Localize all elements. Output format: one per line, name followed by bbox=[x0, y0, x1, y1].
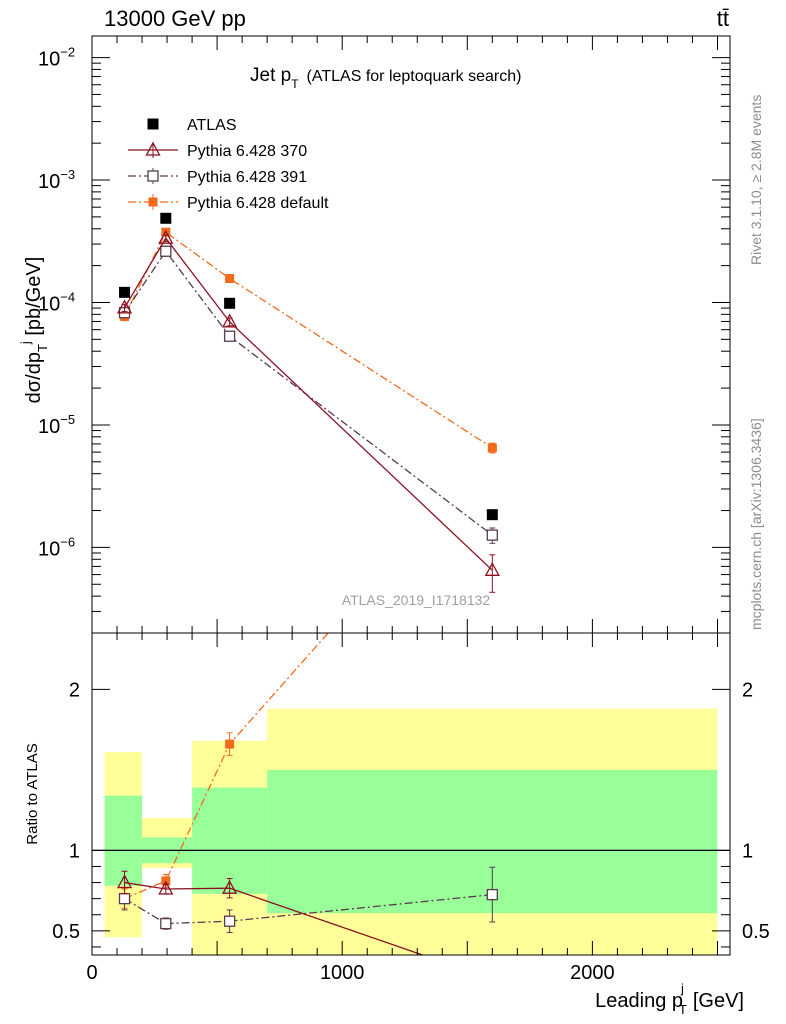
header-process: tt̄ bbox=[717, 6, 729, 31]
ratio-panel: 0.5 0.5 1 1 2 2 0 1000 2000 bbox=[52, 632, 770, 984]
main-panel: 10−2 10−3 10−4 10−5 10−6 Jet pT (ATLAS for le… bbox=[38, 35, 731, 634]
ratio-series-2-line bbox=[124, 633, 329, 900]
main-series-2-point bbox=[160, 245, 172, 257]
ratio-series-1-point bbox=[160, 917, 172, 930]
ratio-xtick-label: 2000 bbox=[570, 962, 615, 984]
main-ticks: 10−2 10−3 10−4 10−5 10−6 bbox=[38, 36, 730, 634]
main-ytick-label: 10−5 bbox=[38, 412, 75, 438]
ratio-xtick-label: 1000 bbox=[320, 962, 365, 984]
main-series-0-point bbox=[486, 509, 498, 521]
ratio-series-0-point bbox=[222, 879, 238, 894]
header-energy: 13000 GeV pp bbox=[104, 6, 246, 31]
legend-label: Pythia 6.428 391 bbox=[187, 169, 307, 186]
ratio-series-1-line bbox=[124, 893, 493, 925]
main-series-1-point bbox=[116, 299, 133, 314]
ratio-series-0-line bbox=[124, 881, 425, 955]
main-ytick-label: 10−2 bbox=[38, 45, 75, 71]
ratio-series-2-point bbox=[225, 739, 235, 749]
ratio-ytick-label-left: 2 bbox=[69, 679, 80, 701]
main-series-1-point bbox=[484, 561, 500, 576]
main-series-0-point bbox=[119, 286, 131, 298]
main-series-3-line bbox=[123, 231, 493, 449]
main-series bbox=[116, 212, 500, 593]
ratio-ytick-label-left: 1 bbox=[69, 840, 80, 862]
legend-marker bbox=[147, 170, 159, 182]
ratio-band-inner bbox=[192, 787, 268, 894]
ratio-bands bbox=[104, 708, 718, 955]
ratio-ytick-label-right: 1 bbox=[742, 840, 753, 862]
xlabel-main: Leading p bbox=[595, 990, 683, 1012]
main-ylabel: dσ/dpTj [pb/GeV] bbox=[18, 257, 50, 404]
legend: ATLAS Pythia 6.428 370 Pythia 6.428 391 Pyt… bbox=[128, 117, 329, 212]
mcplots-label: mcplots.cern.ch [arXiv:1306.3436] bbox=[748, 418, 764, 630]
main-series-1-point bbox=[158, 229, 174, 244]
main-title-rest: (ATLAS for leptoquark search) bbox=[307, 68, 522, 85]
ratio-ytick-label-left: 0.5 bbox=[52, 921, 80, 943]
main-series-2-line bbox=[123, 250, 493, 536]
main-series-3-point bbox=[487, 443, 497, 453]
main-series-2-point bbox=[223, 330, 236, 342]
ratio-series-0-point bbox=[486, 972, 499, 984]
main-ytick-label: 10−6 bbox=[38, 534, 75, 560]
main-title: Jet pT (ATLAS for leptoquark search) bbox=[250, 65, 521, 91]
ratio-ticks: 0.5 0.5 1 1 2 2 0 1000 2000 bbox=[52, 633, 770, 984]
ratio-series-1-point bbox=[118, 893, 131, 905]
legend-label: Pythia 6.428 370 bbox=[187, 143, 307, 160]
ratio-ytick-label-right: 2 bbox=[742, 679, 753, 701]
main-series-0-point bbox=[224, 297, 236, 309]
main-series-1-line bbox=[123, 237, 493, 571]
ratio-series-0-point bbox=[116, 874, 133, 889]
main-series-2-point bbox=[486, 529, 498, 541]
main-ytick-label: 10−4 bbox=[38, 289, 75, 315]
main-series-3-point bbox=[225, 273, 235, 283]
rivet-label: Rivet 3.1.10, ≥ 2.8M events bbox=[748, 95, 764, 265]
legend-marker bbox=[148, 197, 158, 207]
main-series-1-point bbox=[222, 313, 238, 328]
legend-label: Pythia 6.428 default bbox=[187, 195, 329, 212]
ratio-series-0-point bbox=[158, 880, 174, 895]
ratio-ylabel: Ratio to ATLAS bbox=[24, 743, 41, 844]
main-title-sub: T bbox=[291, 77, 299, 91]
legend-marker bbox=[147, 118, 159, 130]
main-title-text: Jet p bbox=[250, 65, 291, 86]
ratio-series bbox=[116, 633, 499, 984]
xlabel-sup: j bbox=[680, 981, 684, 996]
ratio-band-inner bbox=[104, 795, 143, 886]
main-series-0-point bbox=[160, 212, 172, 224]
ratio-series-1-point bbox=[223, 915, 236, 927]
watermark: ATLAS_2019_I1718132 bbox=[342, 592, 491, 608]
main-ytick-label: 10−3 bbox=[38, 167, 75, 193]
ratio-xlabel: Leading pj T [GeV] bbox=[595, 981, 744, 1017]
ratio-ytick-label-right: 0.5 bbox=[742, 921, 770, 943]
ratio-frame bbox=[91, 632, 731, 956]
xlabel-unit: [GeV] bbox=[693, 990, 744, 1012]
ratio-xtick-label: 0 bbox=[86, 962, 97, 984]
xlabel-sub: T bbox=[679, 1002, 687, 1017]
ratio-series-1-point bbox=[486, 888, 498, 901]
legend-label: ATLAS bbox=[187, 117, 237, 134]
legend-marker bbox=[145, 141, 161, 156]
